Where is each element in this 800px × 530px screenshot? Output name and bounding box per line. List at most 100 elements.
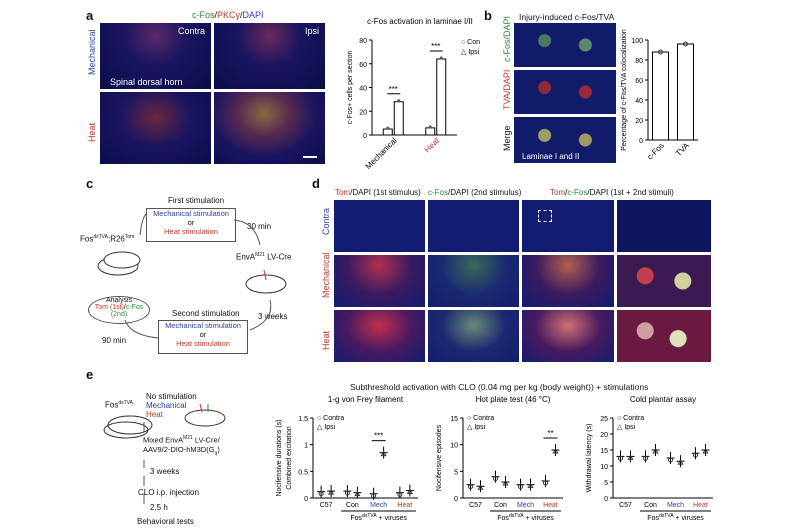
e-mouse-genotype: FosdsTVA: [105, 400, 133, 410]
c-30min: 30 min: [247, 222, 272, 231]
chart-a: c-Fos activation in laminae I/II 0 20 40 60 8…: [347, 17, 480, 171]
x-tick-label: Mechanical: [364, 136, 399, 171]
y-tick-label: 5: [454, 469, 458, 476]
micrograph-mech-contra: Contra Spinal dorsal horn: [100, 23, 211, 89]
group-label: FosdsTVA + viruses: [497, 513, 554, 522]
data-point: [677, 459, 684, 465]
y-axis-label: Nocifensive episodes: [436, 424, 443, 491]
c-first-stim: First stimulation: [168, 196, 225, 205]
d-zoom-contra: [617, 200, 711, 252]
b-micrograph-tva: [514, 70, 616, 114]
c-mouse-genotype: FosdsTVA;R26Tom: [80, 234, 135, 244]
y-tick-label: 10: [600, 464, 608, 471]
e-3weeks: 3 weeks: [150, 467, 180, 476]
data-point: [439, 56, 443, 60]
data-point: [318, 491, 324, 497]
micrograph-heat-ipsi: [214, 92, 325, 164]
data-point: [627, 454, 634, 460]
y-tick-label: 80: [359, 38, 367, 45]
bar: [382, 128, 393, 136]
d-tom-heat: [334, 310, 425, 362]
data-point: [518, 484, 523, 490]
legend-item: △ Ipsi: [617, 424, 636, 431]
y-tick-label: 15: [450, 416, 458, 423]
chart-title: 1-g von Frey filament: [328, 395, 404, 404]
x-tick-label: C57: [320, 502, 333, 509]
data-point: [477, 484, 484, 490]
panel-b-title: Injury-induced c-Fos/TVA: [519, 12, 615, 22]
data-point: [693, 452, 698, 458]
chart-title: Cold plantar assay: [630, 395, 696, 404]
e-mouse-injected-icon: [184, 403, 226, 427]
y-axis-label: Combined excitation: [286, 426, 293, 490]
data-point: [406, 488, 413, 495]
panel-c-letter: c: [86, 176, 94, 191]
data-point: [658, 49, 663, 55]
panel-b-letter: b: [484, 8, 492, 23]
y-tick-label: 20: [359, 109, 367, 116]
b-region-label: Laminae I and II: [522, 152, 580, 161]
d-merge-contra: [522, 200, 614, 252]
legend-item: △ Ipsi: [317, 424, 336, 431]
b-micrograph-merge: Laminae I and II: [514, 117, 616, 163]
c-virus: EnvAM21 LV-Cre: [236, 252, 292, 262]
y-axis-label: Percentage of c-Fos/TVA colocalization: [621, 29, 628, 151]
d-zoom-heat: [617, 310, 711, 362]
e-stim-none: No stimulation: [146, 392, 197, 401]
y-tick-label: 0.5: [298, 469, 308, 476]
x-tick-label: Con: [494, 502, 507, 509]
e-mouse-icon: [103, 415, 153, 439]
significance-label: ***: [374, 432, 383, 441]
micrograph-mech-ipsi: Ipsi: [214, 23, 325, 89]
data-point: [428, 125, 432, 129]
data-point: [397, 99, 401, 103]
d-merge-heat: [522, 310, 614, 362]
x-tick-label: Mech: [517, 502, 534, 509]
data-point: [618, 455, 623, 461]
c-analysis-ellipse: Analysis Tom (1st)/c-Fos (2nd): [88, 296, 150, 324]
y-tick-label: 1: [304, 443, 308, 450]
significance-label: **: [547, 429, 553, 438]
y-tick-label: 20: [600, 432, 608, 439]
x-tick-label: c-Fos: [645, 141, 666, 162]
d-zoom-box: [538, 210, 552, 222]
x-tick-label: Heat: [423, 136, 442, 155]
region-label: Spinal dorsal horn: [110, 77, 183, 87]
c-second-stim: Second stimulation: [172, 309, 240, 318]
chart-title: Hot plate test (46 °C): [476, 395, 551, 404]
y-tick-label: 1.5: [298, 416, 308, 423]
data-point: [493, 476, 498, 482]
e-2h: 2.5 h: [150, 503, 168, 512]
data-point: [397, 492, 403, 498]
e-clo: CLO i.p. injection: [138, 488, 199, 497]
legend-item: ○ Contra: [617, 415, 644, 422]
x-tick-label: Heat: [693, 502, 708, 509]
b-micrograph-cfos: [514, 23, 616, 67]
d-zoom-mech: [617, 255, 711, 307]
d-fos-contra: [428, 200, 519, 252]
legend-item: △ Ipsi: [461, 49, 480, 56]
significance-label: ***: [389, 85, 398, 94]
y-tick-label: 15: [600, 448, 608, 455]
e-flow-arrows: [143, 422, 145, 504]
bar: [652, 51, 669, 141]
c-mouse-injected-icon: [245, 269, 287, 294]
x-tick-label: TVA: [674, 141, 691, 158]
panel-d-letter: d: [312, 176, 320, 191]
y-tick-label: 60: [359, 62, 367, 69]
y-tick-label: 80: [635, 58, 643, 65]
y-tick-label: 20: [635, 118, 643, 125]
x-tick-label: Con: [644, 502, 657, 509]
data-point: [386, 126, 390, 130]
col-label-contra: Contra: [177, 26, 205, 36]
y-tick-label: 0: [604, 496, 608, 503]
c-arrows: [124, 213, 272, 339]
group-label: FosdsTVA + viruses: [350, 513, 407, 522]
data-point: [380, 450, 387, 457]
x-tick-label: Mech: [370, 502, 387, 509]
e-behav: Behavioral tests: [137, 517, 194, 526]
chart-e-vonfrey: 1-g von Frey filament 0 0.5 1 1.5 Combined ex…: [276, 395, 418, 522]
data-point: [543, 480, 548, 486]
bar: [436, 58, 447, 136]
